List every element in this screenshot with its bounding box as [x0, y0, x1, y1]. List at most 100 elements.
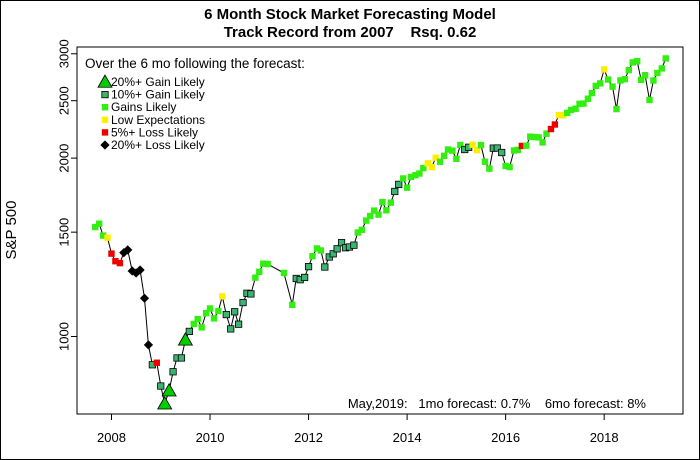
data-point-g — [256, 268, 263, 275]
y-tick-label: 1500 — [56, 218, 71, 247]
legend-label-l20: 20%+ Loss Likely — [111, 138, 205, 152]
data-point-g10 — [350, 241, 358, 249]
data-point-g — [641, 72, 649, 79]
data-point-g — [457, 141, 464, 149]
data-point-g — [206, 305, 214, 312]
x-tick-label: 2010 — [196, 430, 225, 445]
data-point-l5 — [108, 250, 115, 257]
data-point-g10 — [329, 250, 337, 258]
data-point-low — [560, 111, 567, 119]
data-point-g20 — [177, 332, 194, 346]
legend-label-g20: 20%+ Gain Likely — [111, 75, 205, 89]
data-point-low — [469, 141, 476, 148]
data-point-g10 — [498, 148, 506, 157]
data-point-g — [514, 146, 522, 154]
legend-marker-g20 — [97, 74, 113, 88]
data-point-g — [379, 198, 386, 206]
data-point-l5 — [547, 125, 555, 133]
data-point-g — [617, 77, 624, 84]
data-point-g20 — [161, 382, 177, 397]
x-tick-label: 2014 — [393, 430, 422, 445]
data-point-l5 — [112, 257, 119, 265]
data-point-g — [662, 55, 669, 62]
data-point-g — [609, 83, 616, 90]
data-point-g — [567, 106, 575, 114]
data-point-g — [420, 164, 427, 172]
data-point-g10 — [337, 239, 346, 247]
data-point-g — [564, 109, 571, 117]
y-axis-title: S&P 500 — [3, 201, 20, 260]
legend-label-g10: 10%+ Gain Likely — [111, 88, 205, 102]
legend-marker-g10 — [101, 91, 109, 99]
data-point-l20 — [143, 340, 154, 350]
legend-heading: Over the 6 mo following the forecast: — [85, 56, 305, 71]
data-point-g — [654, 69, 661, 77]
data-point-g10 — [177, 354, 186, 362]
x-axis: 2008 2010 2012 2014 2016 2018 — [97, 414, 619, 445]
data-point-g10 — [321, 263, 329, 271]
data-point-low — [432, 154, 439, 161]
data-point-g — [580, 100, 587, 107]
data-point-g — [198, 324, 205, 331]
data-point-g — [481, 158, 489, 165]
y-axis: 1000 1500 2000 2500 3000 — [56, 39, 77, 351]
data-point-g10 — [231, 308, 239, 316]
data-point-g10 — [391, 187, 399, 196]
data-point-g — [527, 133, 534, 140]
x-tick-label: 2012 — [294, 430, 323, 445]
data-point-l5 — [153, 359, 161, 366]
data-point-g — [399, 175, 407, 182]
data-point-g — [190, 320, 197, 328]
data-point-g — [264, 260, 271, 268]
data-point-g — [370, 207, 378, 214]
data-point-g — [383, 207, 390, 214]
x-tick-label: 2018 — [590, 430, 619, 445]
data-point-g — [363, 217, 370, 224]
data-point-g10 — [185, 327, 193, 336]
data-point-g — [658, 65, 666, 72]
x-tick-label: 2016 — [491, 430, 520, 445]
data-point-g — [633, 58, 641, 65]
y-tick-label: 1000 — [56, 322, 71, 351]
data-point-g — [358, 226, 365, 233]
data-point-low — [428, 163, 435, 171]
data-point-low — [219, 293, 226, 300]
legend-marker-g — [101, 104, 109, 111]
data-point-g10 — [333, 245, 341, 253]
price-line — [94, 58, 667, 406]
data-point-g10 — [169, 368, 177, 376]
data-point-g — [366, 212, 374, 220]
data-point-g — [650, 77, 657, 84]
data-point-l5 — [116, 259, 124, 267]
x-tick-label: 2008 — [97, 430, 126, 445]
data-point-g — [597, 80, 604, 87]
data-point-g10 — [239, 298, 247, 307]
data-point-g — [646, 96, 653, 104]
data-point-g — [407, 173, 415, 181]
data-point-g — [215, 307, 222, 315]
data-point-g — [604, 76, 612, 83]
data-point-g — [375, 211, 382, 218]
data-point-g — [502, 162, 509, 170]
data-point-g — [535, 134, 542, 141]
legend-marker-low — [101, 116, 109, 123]
data-point-g — [486, 165, 493, 172]
data-point-g — [629, 59, 636, 66]
legend-label-g: Gains Likely — [111, 100, 176, 114]
data-point-g10 — [493, 144, 501, 152]
data-point-g — [453, 155, 460, 162]
data-point-g10 — [234, 320, 243, 328]
data-point-g — [280, 269, 288, 277]
data-point-g — [210, 315, 218, 322]
data-point-g — [313, 245, 321, 252]
chart-title: 6 Month Stock Market Forecasting Model — [204, 6, 496, 23]
legend: Over the 6 mo following the forecast: 20… — [85, 56, 305, 152]
data-point-g — [621, 75, 629, 83]
data-point-l20 — [123, 245, 133, 255]
data-point-g — [584, 95, 592, 102]
data-point-low — [104, 234, 111, 241]
data-point-g — [99, 232, 107, 239]
data-point-g — [531, 133, 538, 141]
